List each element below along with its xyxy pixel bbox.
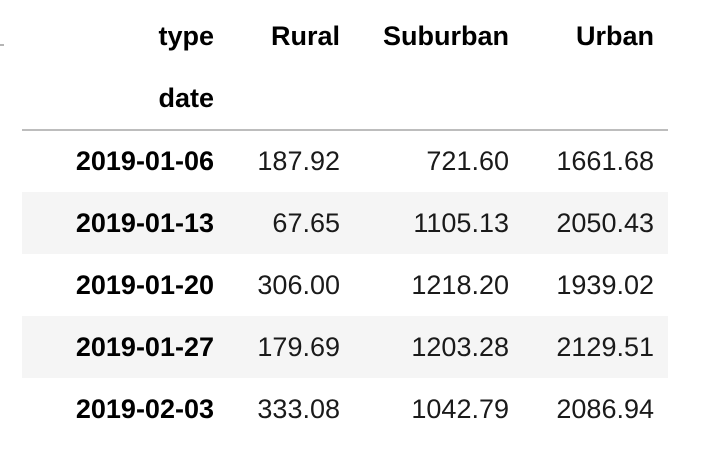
cell-edge-marker	[0, 44, 4, 46]
table-body: 2019-01-06 187.92 721.60 1661.68 2019-01…	[22, 130, 668, 440]
cell-suburban: 1105.13	[413, 207, 509, 238]
header-row-date: date	[22, 67, 668, 130]
cell-rural: 306.00	[257, 269, 340, 300]
cell-rural: 187.92	[257, 146, 340, 176]
cell-suburban: 1042.79	[411, 393, 509, 424]
cell-urban: 2129.51	[556, 331, 654, 362]
table-row: 2019-02-03 333.08 1042.79 2086.94	[22, 378, 668, 440]
columns-name-label: type	[158, 20, 214, 51]
cell-rural: 333.08	[257, 393, 340, 424]
dataframe-table: type Rural Suburban Urban date 2019-01-0…	[22, 5, 668, 440]
table-row: 2019-01-06 187.92 721.60 1661.68	[22, 130, 668, 192]
row-index-date: 2019-01-27	[75, 331, 214, 362]
table-row: 2019-01-27 179.69 1203.28 2129.51	[22, 316, 668, 378]
empty-header-cell	[523, 67, 668, 130]
column-header-suburban: Suburban	[383, 20, 509, 51]
cell-urban: 1939.02	[556, 269, 654, 300]
row-index-date: 2019-02-03	[75, 393, 214, 424]
cell-rural: 179.69	[257, 331, 340, 362]
row-index-date: 2019-01-06	[75, 146, 214, 176]
cell-urban: 2050.43	[556, 207, 654, 238]
cell-suburban: 721.60	[426, 146, 509, 176]
cell-suburban: 1218.20	[411, 269, 509, 300]
column-header-rural: Rural	[270, 20, 340, 51]
table-row: 2019-01-13 67.65 1105.13 2050.43	[22, 192, 668, 254]
row-index-date: 2019-01-20	[75, 269, 214, 300]
cell-urban: 2086.94	[556, 393, 654, 424]
cell-urban: 1661.68	[556, 146, 654, 176]
index-name-label: date	[158, 82, 214, 113]
empty-header-cell	[228, 67, 354, 130]
row-index-date: 2019-01-13	[75, 207, 214, 238]
header-row-type: type Rural Suburban Urban	[22, 5, 668, 67]
column-header-urban: Urban	[575, 20, 654, 51]
cell-suburban: 1203.28	[411, 331, 509, 362]
empty-header-cell	[354, 67, 523, 130]
table-header: type Rural Suburban Urban date	[22, 5, 668, 130]
cell-rural: 67.65	[272, 207, 340, 238]
table-row: 2019-01-20 306.00 1218.20 1939.02	[22, 254, 668, 316]
